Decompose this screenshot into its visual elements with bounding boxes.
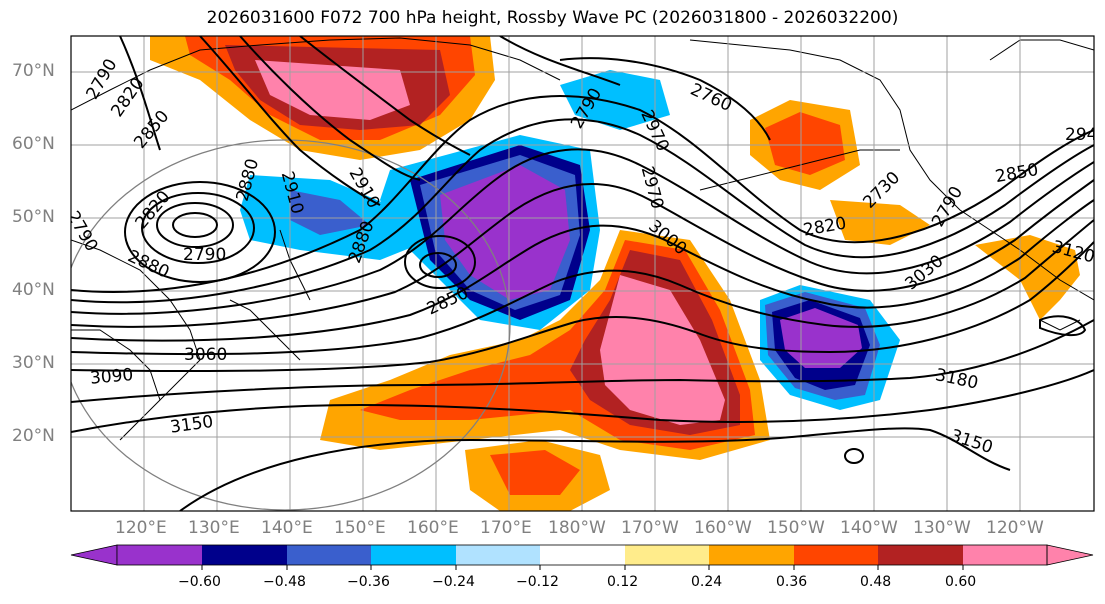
colorbar-tick-label: 0.36 [776, 574, 808, 590]
lon-label: 140°W [840, 518, 898, 538]
lon-label: 170°E [480, 518, 532, 538]
colorbar-tick-label: −0.36 [347, 574, 390, 590]
colorbar-extend-high [1046, 544, 1094, 566]
colorbar [70, 544, 1094, 570]
lon-label: 120°W [986, 518, 1044, 538]
colorbar-segment [371, 545, 456, 565]
lat-label: 20°N [12, 426, 55, 446]
colorbar-segment [287, 545, 371, 565]
colorbar-segment [456, 545, 540, 565]
lon-label: 160°E [407, 518, 459, 538]
graticule [71, 36, 1094, 511]
lat-label: 60°N [12, 134, 55, 154]
map-title: 2026031600 F072 700 hPa height, Rossby W… [206, 8, 899, 28]
anomaly-fill-positive-center [320, 230, 770, 511]
colorbar-segment [709, 545, 794, 565]
colorbar-segment [540, 545, 625, 565]
colorbar-tick-label: 0.24 [691, 574, 723, 590]
colorbar-tick-label: −0.12 [516, 574, 559, 590]
colorbar-extend-low [70, 544, 118, 566]
colorbar-segment [202, 545, 287, 565]
contour-label: 2940 [1065, 125, 1105, 145]
colorbar-tick-label: −0.60 [178, 574, 221, 590]
lon-label: 150°W [767, 518, 825, 538]
lat-label: 50°N [12, 207, 55, 227]
lon-label: 150°E [334, 518, 386, 538]
contour-label: 3060 [184, 345, 227, 365]
colorbar-segment [625, 545, 709, 565]
lat-label: 40°N [12, 280, 55, 300]
anomaly-fill-negative-north [560, 70, 670, 130]
lon-label: 130°E [188, 518, 240, 538]
colorbar-segment [117, 545, 202, 565]
colorbar-segment [963, 545, 1047, 565]
colorbar-segment [794, 545, 878, 565]
colorbar-tick-label: 0.12 [607, 574, 639, 590]
lon-label: 140°E [261, 518, 313, 538]
lat-label: 30°N [12, 353, 55, 373]
colorbar-tick-label: 0.60 [945, 574, 977, 590]
contour-labels: 2790 2820 2850 2820 2790 2880 2850 2880 … [71, 56, 1105, 459]
lon-label: 160°W [694, 518, 752, 538]
lon-label: 120°E [115, 518, 167, 538]
colorbar-tick-label: 0.48 [860, 574, 892, 590]
colorbar-tick-label: −0.48 [263, 574, 306, 590]
colorbar-tick-label: −0.24 [432, 574, 475, 590]
contour-label: 2790 [183, 245, 226, 265]
lon-label: 180°W [548, 518, 606, 538]
plot-frame [70, 35, 1095, 512]
lon-label: 170°W [621, 518, 679, 538]
anomaly-fill-negative-center [380, 135, 600, 330]
region-ellipse [71, 139, 511, 511]
lat-label: 70°N [12, 61, 55, 81]
height-contours [71, 36, 1094, 511]
lon-label: 130°W [913, 518, 971, 538]
contour-label: 3090 [89, 365, 134, 389]
colorbar-segment [878, 545, 963, 565]
